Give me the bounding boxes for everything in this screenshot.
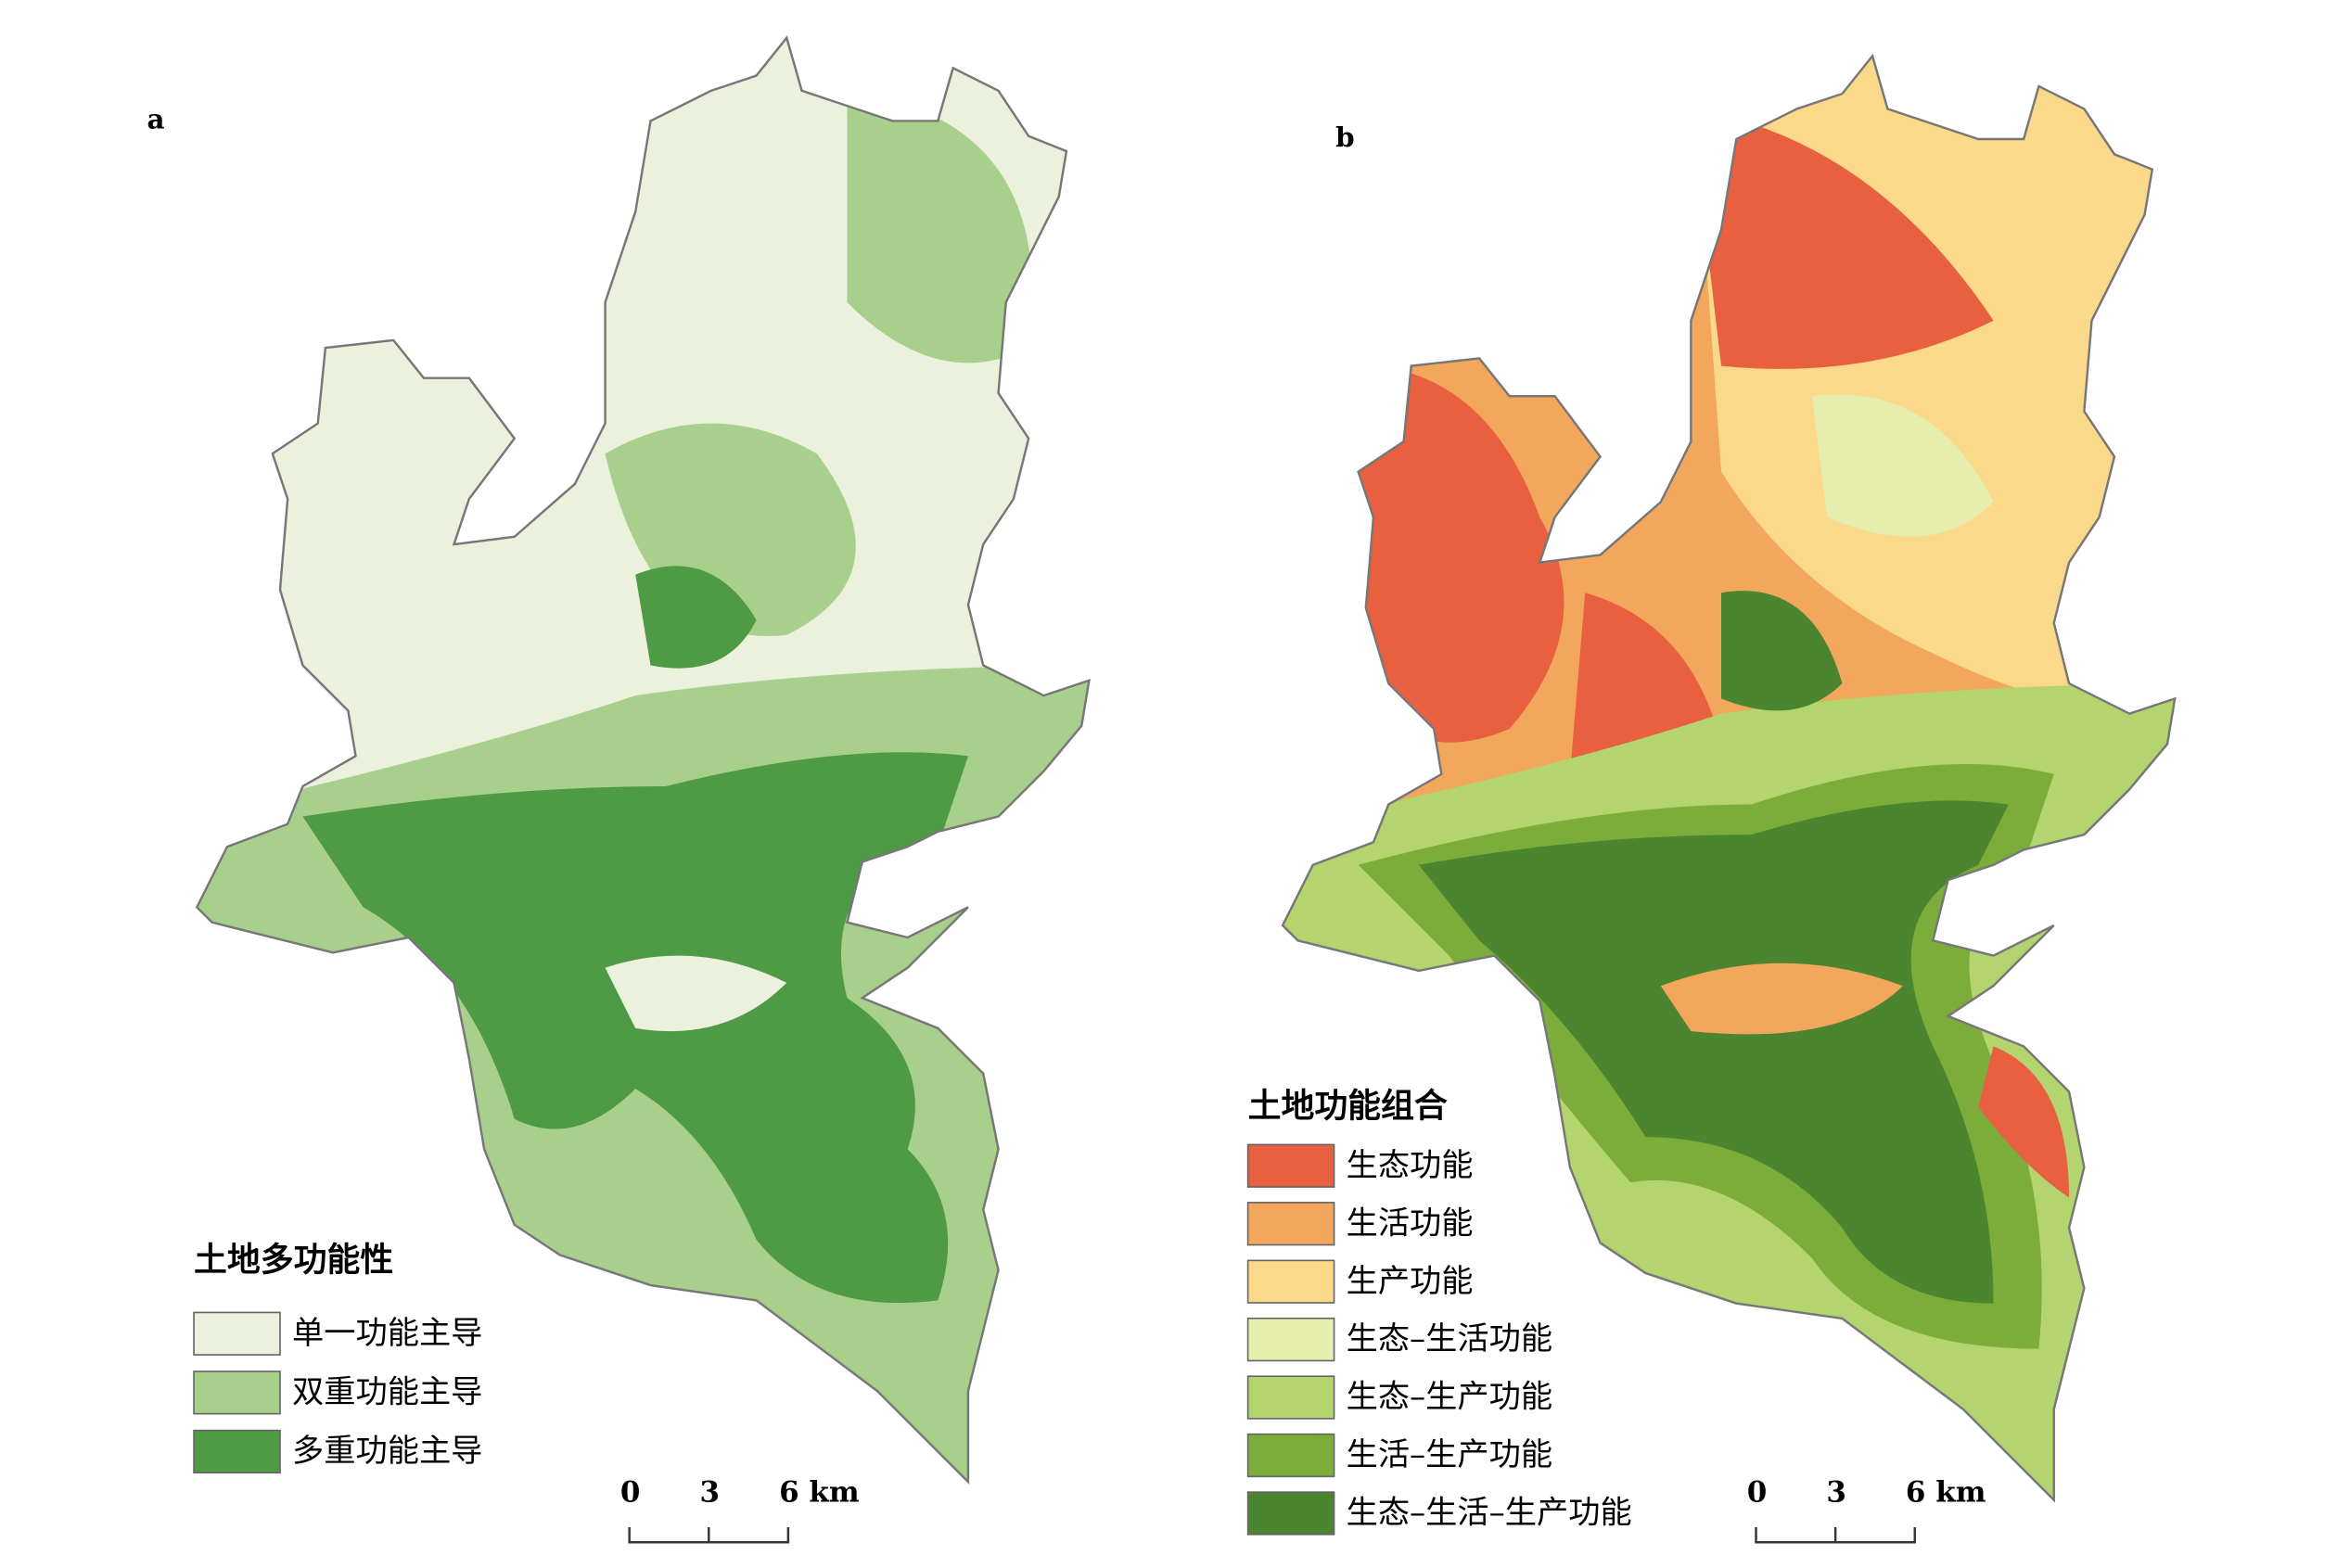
legend-label: 生态–生产功能 — [1347, 1379, 1553, 1416]
scale-label: 6 km — [1906, 1476, 1986, 1510]
legend-swatch — [1246, 1259, 1335, 1304]
legend-swatch — [1246, 1375, 1335, 1420]
legend-swatch — [1246, 1317, 1335, 1362]
legend-swatch — [1246, 1202, 1335, 1246]
scale-label: 3 — [699, 1476, 720, 1510]
panel-label: b — [1335, 121, 1355, 153]
legend-swatch — [1246, 1491, 1335, 1536]
legend-label: 生态–生活功能 — [1347, 1320, 1553, 1358]
scale-label: 0 — [1747, 1476, 1768, 1510]
map-a — [197, 37, 1090, 1483]
legend-title: 土地多功能性 — [194, 1241, 393, 1280]
scale-bar — [1755, 1526, 1916, 1544]
legend-label: 单一功能主导 — [292, 1315, 482, 1352]
legend-label: 生活功能 — [1347, 1205, 1474, 1242]
legend-swatch — [193, 1311, 281, 1356]
legend-swatch — [193, 1429, 281, 1474]
legend-label: 生活–生产功能 — [1347, 1436, 1553, 1473]
legend-title: 土地功能组合 — [1248, 1086, 1448, 1125]
legend-swatch — [1246, 1143, 1335, 1188]
panel-label: a — [147, 102, 164, 134]
legend-label: 多重功能主导 — [292, 1433, 482, 1470]
map-b — [1283, 56, 2176, 1500]
scale-label: 3 — [1826, 1476, 1846, 1510]
legend-label: 生产功能 — [1347, 1263, 1474, 1300]
legend-label: 双重功能主导 — [292, 1373, 482, 1410]
legend-label: 生态功能 — [1347, 1147, 1474, 1184]
legend-swatch — [1246, 1433, 1335, 1478]
legend-label: 生态–生活–生产功能 — [1347, 1495, 1632, 1532]
scale-label: 6 km — [779, 1476, 860, 1510]
scale-label: 0 — [620, 1476, 641, 1510]
legend-swatch — [193, 1370, 281, 1415]
scale-bar — [628, 1526, 790, 1544]
